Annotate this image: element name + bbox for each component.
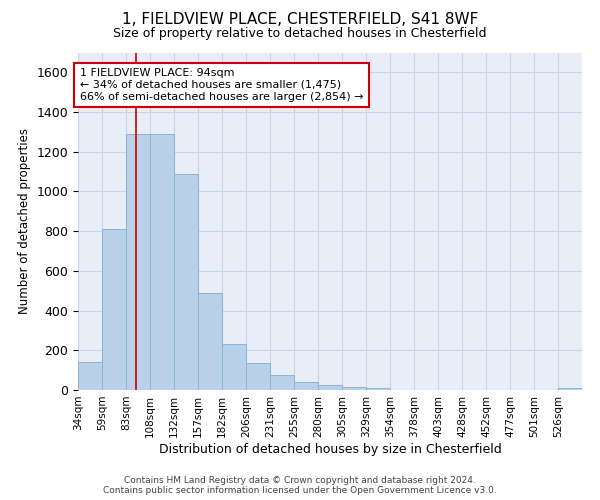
Y-axis label: Number of detached properties: Number of detached properties [18, 128, 31, 314]
Bar [78, 362, 102, 390]
Bar [318, 385, 342, 390]
Bar [102, 229, 126, 390]
Bar [174, 174, 198, 390]
Text: 1 FIELDVIEW PLACE: 94sqm
← 34% of detached houses are smaller (1,475)
66% of sem: 1 FIELDVIEW PLACE: 94sqm ← 34% of detach… [80, 68, 364, 102]
Bar [558, 388, 582, 390]
Bar [366, 388, 390, 390]
X-axis label: Distribution of detached houses by size in Chesterfield: Distribution of detached houses by size … [158, 442, 502, 456]
Text: Size of property relative to detached houses in Chesterfield: Size of property relative to detached ho… [113, 28, 487, 40]
Text: 1, FIELDVIEW PLACE, CHESTERFIELD, S41 8WF: 1, FIELDVIEW PLACE, CHESTERFIELD, S41 8W… [122, 12, 478, 28]
Text: Contains HM Land Registry data © Crown copyright and database right 2024.
Contai: Contains HM Land Registry data © Crown c… [103, 476, 497, 495]
Bar [198, 292, 222, 390]
Bar [150, 134, 174, 390]
Bar [342, 387, 366, 390]
Bar [270, 375, 294, 390]
Bar [294, 382, 318, 390]
Bar [246, 363, 270, 390]
Bar [222, 344, 246, 390]
Bar [126, 134, 150, 390]
